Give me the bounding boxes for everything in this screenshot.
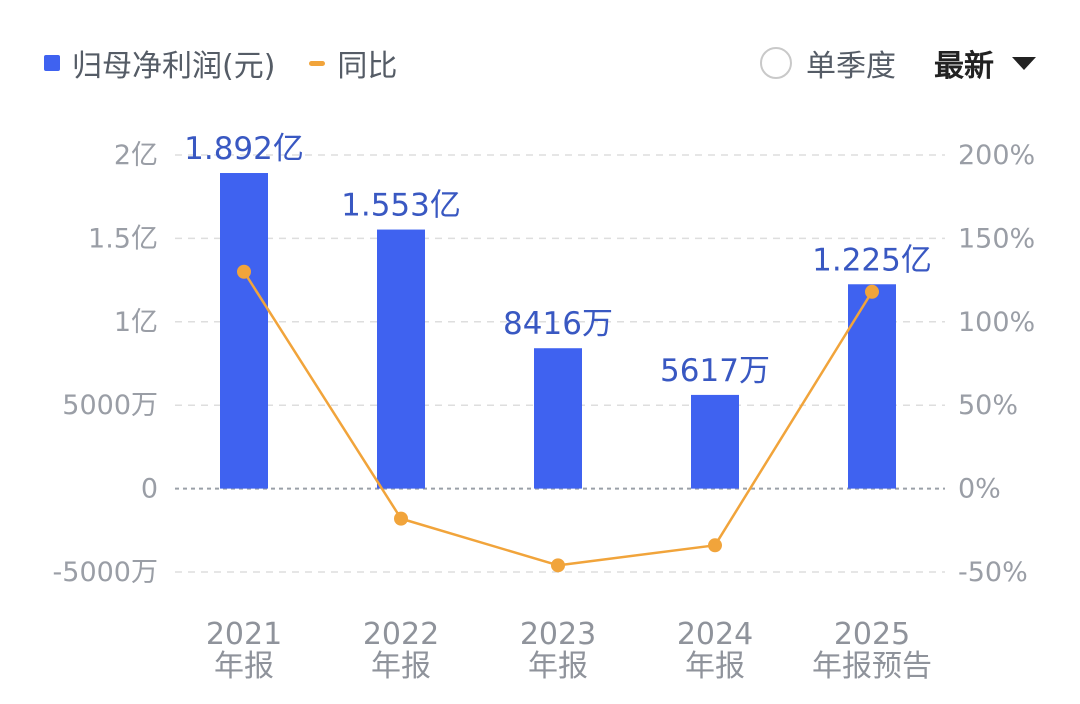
yoy-point xyxy=(394,511,408,526)
y-left-tick-label: 2亿 xyxy=(114,140,158,171)
bar-legend-swatch xyxy=(44,55,60,71)
y-left-tick-label: 5000万 xyxy=(62,390,158,421)
legend-item-net-profit: 归母净利润(元) xyxy=(44,41,275,85)
x-tick-label-report: 年报 xyxy=(685,649,745,684)
x-tick-label-report: 年报预告 xyxy=(812,649,932,684)
line-legend-swatch xyxy=(309,60,326,66)
x-tick-label-report: 年报 xyxy=(214,649,274,684)
y-right-tick-label: 150% xyxy=(958,223,1035,254)
yoy-point xyxy=(551,558,565,573)
bar xyxy=(691,394,739,489)
bar-value-label: 1.553亿 xyxy=(341,188,461,224)
x-tick-label-report: 年报 xyxy=(528,649,588,684)
bar xyxy=(534,348,582,489)
bar-value-label: 5617万 xyxy=(660,353,770,389)
y-right-tick-label: -50% xyxy=(958,557,1028,588)
y-right-tick-label: 0% xyxy=(958,474,1001,505)
y-left-tick-label: 1.5亿 xyxy=(88,223,158,254)
bar xyxy=(220,173,268,489)
bar-value-label: 1.225亿 xyxy=(812,242,932,278)
legend-label-yoy: 同比 xyxy=(337,49,398,84)
bar xyxy=(377,229,425,489)
period-dropdown[interactable]: 最新 xyxy=(934,41,1036,85)
y-left-tick-label: 0 xyxy=(141,474,158,505)
period-dropdown-label[interactable]: 最新 xyxy=(934,49,994,84)
legend-label-net-profit: 归母净利润(元) xyxy=(72,49,276,84)
x-tick-label-year: 2025 xyxy=(834,617,910,652)
bar xyxy=(848,284,896,489)
y-right-tick-label: 200% xyxy=(958,140,1035,171)
x-tick-label-year: 2022 xyxy=(363,617,439,652)
chart-legend: 归母净利润(元) 同比 xyxy=(44,40,431,86)
caret-down-icon[interactable] xyxy=(1012,56,1036,70)
yoy-point xyxy=(708,538,722,553)
bar-value-label: 8416万 xyxy=(503,306,613,342)
bar-value-label: 1.892亿 xyxy=(184,131,304,167)
x-tick-label-year: 2024 xyxy=(677,617,753,652)
y-left-tick-label: 1亿 xyxy=(114,307,158,338)
yoy-point xyxy=(237,264,251,279)
single-quarter-radio[interactable] xyxy=(760,47,792,79)
x-tick-label-report: 年报 xyxy=(371,649,431,684)
single-quarter-label[interactable]: 单季度 xyxy=(806,49,896,84)
chart-controls: 单季度 最新 xyxy=(760,40,1036,86)
x-tick-label-year: 2021 xyxy=(206,617,282,652)
y-left-tick-label: -5000万 xyxy=(53,557,158,588)
y-right-tick-label: 50% xyxy=(958,390,1018,421)
yoy-point xyxy=(865,284,879,299)
x-tick-label-year: 2023 xyxy=(520,617,596,652)
legend-item-yoy: 同比 xyxy=(309,41,397,85)
y-right-tick-label: 100% xyxy=(958,307,1035,338)
